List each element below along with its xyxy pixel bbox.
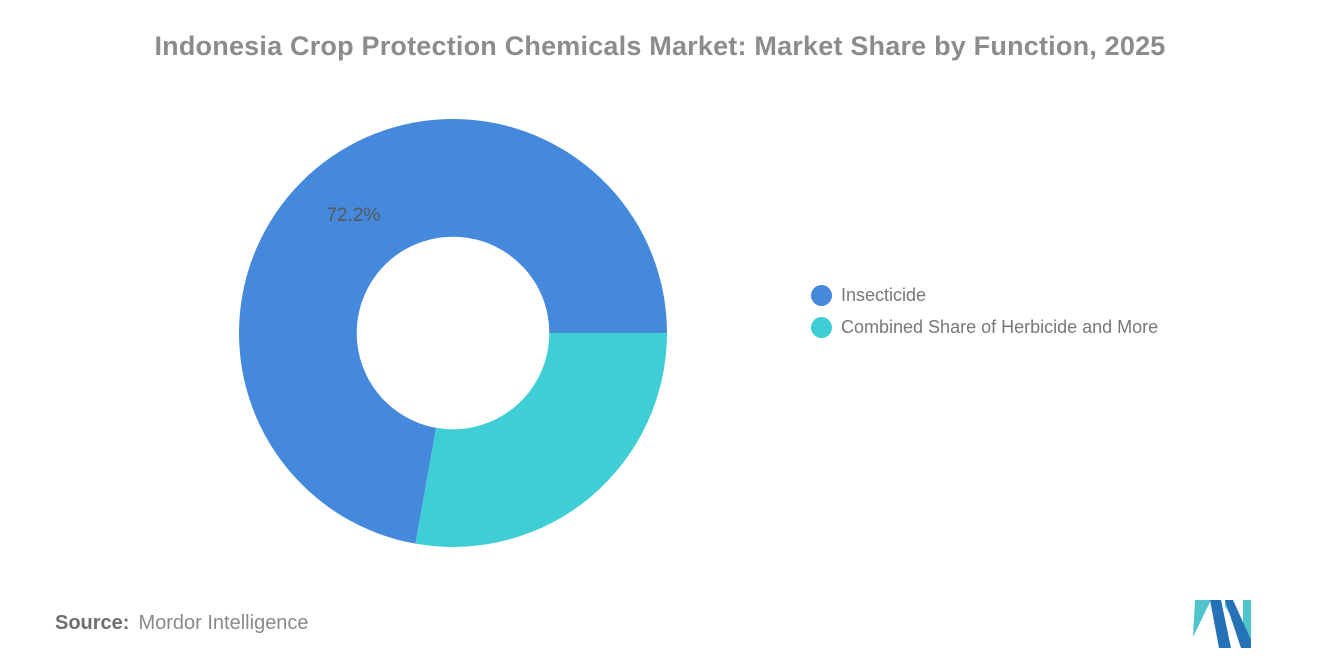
legend-swatch-combined-share-icon (811, 317, 832, 338)
donut-chart: 72.2% (239, 119, 667, 547)
source-line: Source: Mordor Intelligence (55, 612, 309, 635)
legend-label-combined-share: Combined Share of Herbicide and More (841, 317, 1159, 337)
mordor-intelligence-logo-icon (1193, 600, 1251, 648)
legend-item-insecticide[interactable]: Insecticide (811, 285, 1158, 306)
legend-label-insecticide: Insecticide (841, 285, 927, 305)
legend-swatch-insecticide-icon (811, 285, 832, 306)
chart-legend: Insecticide Combined Share of Herbicide … (811, 285, 1158, 349)
source-label: Source: (55, 612, 130, 634)
legend-item-combined-share[interactable]: Combined Share of Herbicide and More (811, 317, 1158, 338)
slice-insecticide[interactable] (239, 119, 667, 544)
slice-value-label: 72.2% (326, 205, 380, 226)
slice-combined-share-of-herbicide-and-more[interactable] (415, 333, 667, 547)
source-value: Mordor Intelligence (138, 612, 309, 634)
chart-title: Indonesia Crop Protection Chemicals Mark… (154, 31, 1166, 61)
